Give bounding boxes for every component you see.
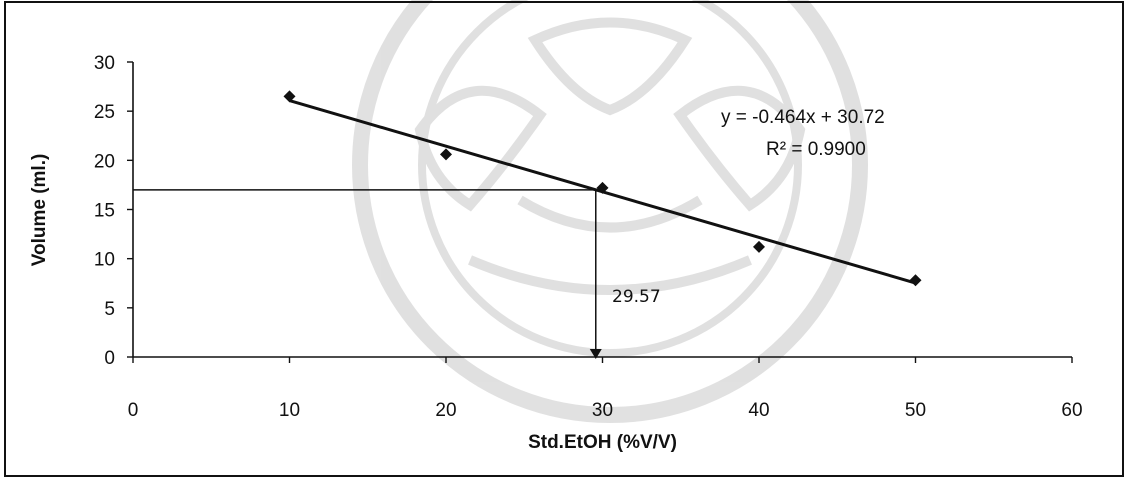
x-tick-label: 60	[1061, 400, 1082, 421]
data-point-diamond	[283, 90, 296, 103]
data-point-diamond	[440, 148, 452, 161]
y-tick-label: 10	[94, 250, 115, 271]
university-seal-watermark	[352, 0, 868, 423]
x-tick-label: 0	[128, 400, 139, 421]
trendline-equation: y = -0.464x + 30.72	[721, 107, 885, 128]
axes: 0 5 10 15 20 25 30 0 10 20 30 40 50 60	[94, 53, 1083, 421]
y-tick-label: 20	[94, 151, 115, 172]
data-point-diamond	[909, 274, 922, 287]
data-point-diamond	[753, 240, 765, 253]
y-tick-label: 5	[104, 299, 115, 320]
y-tick-label: 0	[104, 348, 115, 369]
annotation-guides	[133, 189, 602, 359]
chart-frame	[4, 1, 1124, 477]
chart-outer-border	[4, 1, 1124, 477]
x-axis-title: Std.EtOH (%V/V)	[528, 432, 677, 453]
intercept-annotation-label: 29.57	[612, 287, 661, 307]
x-tick-label: 20	[435, 400, 456, 421]
x-tick-label: 50	[905, 400, 926, 421]
data-point-diamond	[596, 181, 609, 194]
x-tick-label: 30	[592, 400, 613, 421]
trendline-r-squared: R² = 0.9900	[766, 139, 866, 160]
x-tick-label: 10	[279, 400, 300, 421]
data-points	[283, 90, 922, 287]
x-tick-label: 40	[748, 400, 769, 421]
guide-arrow	[589, 349, 602, 359]
y-axis-title: Volume (ml.)	[29, 154, 50, 267]
y-tick-label: 30	[94, 53, 115, 74]
y-tick-label: 25	[94, 102, 115, 123]
y-tick-label: 15	[94, 201, 115, 222]
